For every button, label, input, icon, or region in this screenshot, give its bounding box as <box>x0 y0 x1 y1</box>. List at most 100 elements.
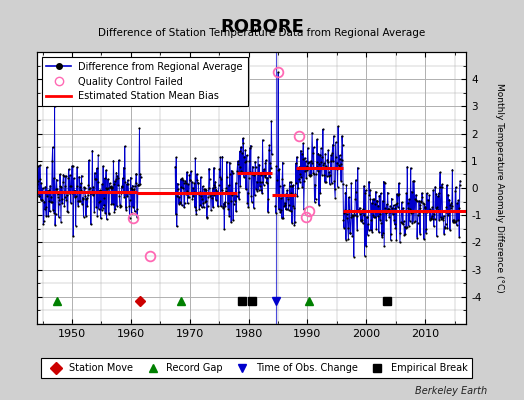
Point <box>184 181 192 188</box>
Point <box>369 212 378 218</box>
Point <box>351 212 359 218</box>
Point <box>338 133 346 139</box>
Point <box>390 221 399 228</box>
Point <box>449 217 457 223</box>
Point <box>266 174 274 180</box>
Point <box>267 164 275 171</box>
Point <box>258 190 266 196</box>
Point <box>407 165 415 171</box>
Point <box>450 217 458 224</box>
Point <box>445 196 454 203</box>
Point <box>228 169 237 176</box>
Point <box>316 152 324 158</box>
Point <box>335 152 344 158</box>
Point <box>256 183 264 190</box>
Point <box>430 223 438 230</box>
Point <box>328 150 336 156</box>
Point <box>397 218 405 225</box>
Point <box>71 187 79 194</box>
Point <box>317 159 325 165</box>
Point <box>246 168 255 175</box>
Point <box>394 191 402 198</box>
Point <box>400 218 408 225</box>
Point <box>297 148 305 154</box>
Point <box>103 186 111 192</box>
Point <box>117 203 125 209</box>
Point <box>238 150 246 156</box>
Point <box>219 204 227 210</box>
Point <box>65 190 73 196</box>
Point <box>183 169 191 175</box>
Point <box>355 208 363 215</box>
Point <box>389 208 397 214</box>
Point <box>83 202 92 209</box>
Point <box>281 206 290 212</box>
Point <box>288 220 296 226</box>
Point <box>62 197 71 203</box>
Point <box>259 182 268 188</box>
Point <box>235 196 243 202</box>
Point <box>110 181 118 187</box>
Point <box>115 157 123 163</box>
Point <box>50 210 58 216</box>
Point <box>320 160 328 167</box>
Point <box>123 193 132 199</box>
Point <box>304 159 313 165</box>
Point <box>201 199 210 205</box>
Point <box>242 186 250 192</box>
Point <box>191 155 200 161</box>
Point <box>107 183 115 190</box>
Point <box>130 188 138 194</box>
Point <box>275 206 283 212</box>
Point <box>368 200 376 206</box>
Point <box>220 226 228 232</box>
Point <box>71 194 79 200</box>
Point <box>339 142 347 148</box>
Point <box>193 171 201 177</box>
Point <box>378 234 386 240</box>
Point <box>176 200 184 206</box>
Point <box>392 237 401 243</box>
Point <box>432 190 440 197</box>
Point <box>313 136 321 142</box>
Point <box>197 193 205 199</box>
Point <box>48 158 56 164</box>
Point <box>247 142 255 149</box>
Point <box>392 201 400 208</box>
Point <box>266 160 275 166</box>
Point <box>205 176 214 182</box>
Point <box>305 173 314 179</box>
Point <box>177 184 185 191</box>
Point <box>391 224 400 231</box>
Point <box>89 184 97 190</box>
Point <box>381 204 389 211</box>
Point <box>347 212 356 219</box>
Point <box>345 194 353 200</box>
Point <box>362 243 370 249</box>
Point <box>188 196 196 202</box>
Point <box>384 189 392 196</box>
Point <box>285 207 293 213</box>
Point <box>63 208 72 214</box>
Point <box>372 226 380 232</box>
Point <box>355 204 364 211</box>
Point <box>365 178 373 185</box>
Point <box>308 160 316 166</box>
Point <box>275 166 283 172</box>
Point <box>310 199 319 205</box>
Point <box>364 221 372 228</box>
Point <box>386 203 394 209</box>
Point <box>233 161 242 168</box>
Point <box>263 180 271 186</box>
Point <box>97 188 105 194</box>
Point <box>211 184 219 190</box>
Point <box>340 210 348 216</box>
Text: Difference of Station Temperature Data from Regional Average: Difference of Station Temperature Data f… <box>99 28 425 38</box>
Point <box>382 217 390 224</box>
Point <box>399 221 408 227</box>
Point <box>239 174 248 180</box>
Point <box>451 219 459 225</box>
Point <box>92 176 100 182</box>
Point <box>45 198 53 204</box>
Point <box>271 210 280 216</box>
